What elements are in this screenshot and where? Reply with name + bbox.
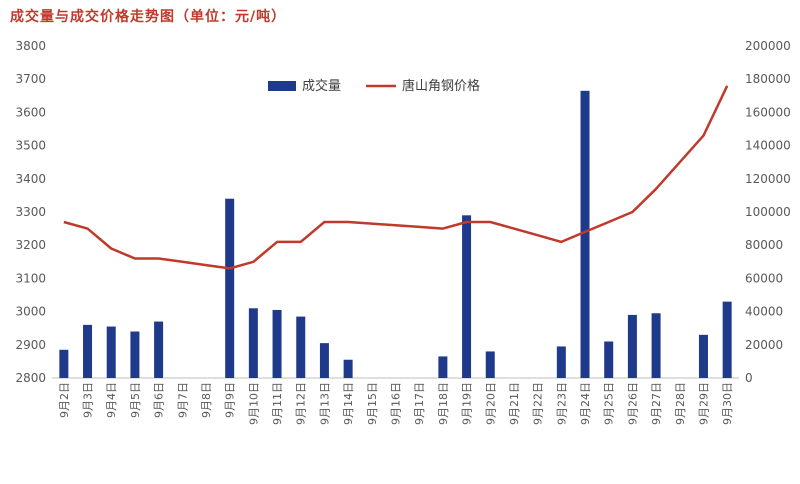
x-tick-label: 9月29日 <box>697 382 710 425</box>
x-tick-label: 9月14日 <box>342 382 355 425</box>
volume-bar <box>485 351 495 378</box>
legend-label-price: 唐山角钢价格 <box>402 78 480 94</box>
volume-bar <box>556 346 566 378</box>
price-line <box>63 85 729 270</box>
volume-bar <box>154 321 164 378</box>
y-right-tick-label: 100000 <box>745 205 791 219</box>
chart-title: 成交量与成交价格走势图（单位：元/吨） <box>10 9 287 25</box>
x-tick-label: 9月18日 <box>437 382 450 425</box>
y-left-tick-label: 3500 <box>15 139 46 153</box>
x-tick-label: 9月10日 <box>247 382 260 425</box>
x-tick-label: 9月16日 <box>390 382 403 425</box>
volume-bar <box>83 324 93 378</box>
volume-bar <box>604 341 614 378</box>
volume-bar <box>130 331 140 378</box>
volume-bar <box>462 215 472 378</box>
volume-bar <box>225 198 235 378</box>
y-right-tick-label: 120000 <box>745 172 791 186</box>
volume-bar <box>722 301 732 378</box>
volume-bar <box>319 343 329 378</box>
x-tick-label: 9月2日 <box>58 382 71 418</box>
y-left-tick-label: 3200 <box>15 238 46 252</box>
x-tick-label: 9月28日 <box>674 382 687 425</box>
y-right-tick-label: 60000 <box>745 271 783 285</box>
x-tick-label: 9月17日 <box>413 382 426 425</box>
y-left-tick-label: 3000 <box>15 305 46 319</box>
x-tick-label: 9月5日 <box>129 382 142 418</box>
volume-bar <box>438 356 448 378</box>
y-right-tick-label: 180000 <box>745 72 791 86</box>
x-tick-label: 9月4日 <box>105 382 118 418</box>
x-tick-label: 9月25日 <box>603 382 616 425</box>
y-left-tick-label: 3800 <box>15 39 46 53</box>
x-tick-label: 9月9日 <box>224 382 237 418</box>
x-tick-label: 9月15日 <box>366 382 379 425</box>
x-tick-label: 9月20日 <box>484 382 497 425</box>
volume-bar <box>59 349 69 378</box>
y-left-tick-label: 3300 <box>15 205 46 219</box>
volume-bar <box>272 309 282 378</box>
legend-label-volume: 成交量 <box>302 78 341 94</box>
x-tick-label: 9月6日 <box>153 382 166 418</box>
volume-bar <box>698 334 708 378</box>
y-left-tick-label: 3100 <box>15 271 46 285</box>
x-tick-label: 9月27日 <box>650 382 663 425</box>
y-right-tick-label: 200000 <box>745 39 791 53</box>
x-tick-label: 9月19日 <box>461 382 474 425</box>
x-tick-label: 9月26日 <box>626 382 639 425</box>
x-tick-label: 9月24日 <box>579 382 592 425</box>
price-line-layer <box>63 85 729 270</box>
volume-bar <box>296 316 306 378</box>
x-tick-label: 9月11日 <box>271 382 284 425</box>
x-tick-label: 9月13日 <box>318 382 331 425</box>
y-right-tick-label: 20000 <box>745 338 783 352</box>
x-tick-label: 9月30日 <box>721 382 734 425</box>
legend: 成交量 唐山角钢价格 <box>268 78 480 94</box>
y-right-tick-label: 140000 <box>745 139 791 153</box>
y-left-tick-label: 2900 <box>15 338 46 352</box>
x-tick-label: 9月12日 <box>295 382 308 425</box>
x-tick-label: 9月3日 <box>82 382 95 418</box>
volume-bar <box>580 90 590 378</box>
y-right-tick-label: 0 <box>745 371 753 385</box>
volume-bars <box>59 90 732 378</box>
legend-swatch-volume <box>268 81 296 91</box>
y-left-tick-label: 3600 <box>15 105 46 119</box>
x-tick-label: 9月23日 <box>555 382 568 425</box>
volume-bar <box>651 313 661 378</box>
x-tick-label: 9月21日 <box>508 382 521 425</box>
y-left-tick-label: 2800 <box>15 371 46 385</box>
y-right-tick-label: 40000 <box>745 305 783 319</box>
x-tick-label: 9月7日 <box>176 382 189 418</box>
y-left-tick-label: 3700 <box>15 72 46 86</box>
y-left-tick-label: 3400 <box>15 172 46 186</box>
y-right-tick-label: 160000 <box>745 105 791 119</box>
volume-bar <box>627 314 637 378</box>
x-tick-label: 9月8日 <box>200 382 213 418</box>
volume-bar <box>343 359 353 378</box>
y-right-tick-label: 80000 <box>745 238 783 252</box>
volume-bar <box>248 308 258 378</box>
axes: 2800 2900 3000 3100 3200 3300 3400 3500 3600 3700… <box>15 39 790 425</box>
volume-bar <box>106 326 116 378</box>
x-tick-label: 9月22日 <box>532 382 545 425</box>
